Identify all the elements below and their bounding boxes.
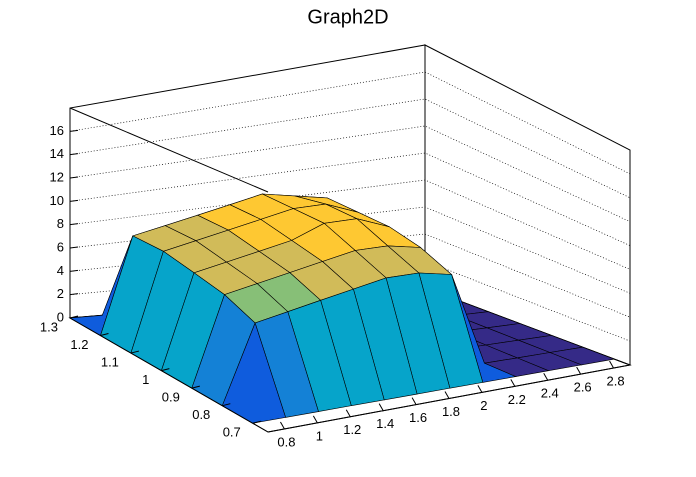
z-tick-label: 12: [50, 169, 64, 184]
x-tick-label: 1: [316, 428, 323, 443]
y-tick: [191, 385, 200, 389]
grid-line: [69, 206, 631, 294]
y-axis: [69, 317, 269, 433]
y-tick-label: 1.2: [70, 337, 88, 352]
z-tick-label: 4: [57, 263, 64, 278]
box-edge: [69, 107, 269, 193]
y-tick: [222, 403, 231, 407]
x-tick-label: 2.6: [574, 380, 592, 395]
x-tick: [411, 397, 417, 405]
x-tick: [280, 421, 285, 430]
x-tick-label: 2.4: [541, 386, 559, 401]
x-tick: [510, 379, 516, 387]
x-tick-label: 0.8: [277, 434, 295, 449]
z-tick-label: 16: [50, 123, 64, 138]
x-tick-label: 2.8: [607, 373, 625, 388]
y-tick-label: 0.7: [223, 425, 241, 440]
x-tick: [576, 366, 582, 375]
x-tick-label: 1.6: [409, 410, 427, 425]
x-tick-label: 1.2: [343, 422, 361, 437]
grid-line: [69, 233, 631, 318]
x-tick-label: 2: [480, 398, 487, 413]
z-tick: [69, 176, 79, 179]
x-tick: [543, 372, 549, 381]
x-tick: [609, 360, 614, 369]
x-tick: [477, 385, 483, 393]
y-tick-label: 1.3: [40, 319, 58, 334]
y-tick: [69, 315, 79, 319]
y-tick: [252, 420, 261, 424]
y-tick-label: 1: [142, 372, 149, 387]
y-tick: [161, 368, 170, 372]
z-tick: [69, 223, 79, 226]
z-tick-label: 10: [50, 193, 64, 208]
y-tick: [130, 350, 140, 354]
y-tick-label: 0.8: [192, 407, 210, 422]
z-tick-label: 2: [57, 286, 64, 301]
x-tick-label: 2.2: [508, 392, 526, 407]
chart-title: Graph2D: [307, 6, 388, 28]
grid-line: [69, 179, 631, 270]
x-tick: [444, 391, 450, 399]
z-tick-label: 6: [57, 239, 64, 254]
z-tick-label: 8: [57, 216, 64, 231]
x-tick-label: 1.8: [442, 404, 460, 419]
z-tick-label: 14: [50, 146, 64, 161]
x-tick: [312, 415, 318, 424]
z-tick: [69, 246, 79, 249]
y-tick-label: 0.9: [162, 390, 180, 405]
z-tick: [69, 269, 79, 272]
y-tick-label: 1.1: [101, 355, 119, 370]
z-tick: [69, 129, 79, 132]
x-tick: [345, 409, 351, 418]
x-tick-label: 1.4: [376, 416, 394, 431]
z-tick: [69, 199, 79, 202]
z-tick: [69, 153, 79, 156]
z-tick: [69, 293, 79, 296]
x-tick: [378, 403, 384, 411]
z-tick-label: 0: [57, 309, 64, 324]
y-tick: [100, 333, 109, 337]
